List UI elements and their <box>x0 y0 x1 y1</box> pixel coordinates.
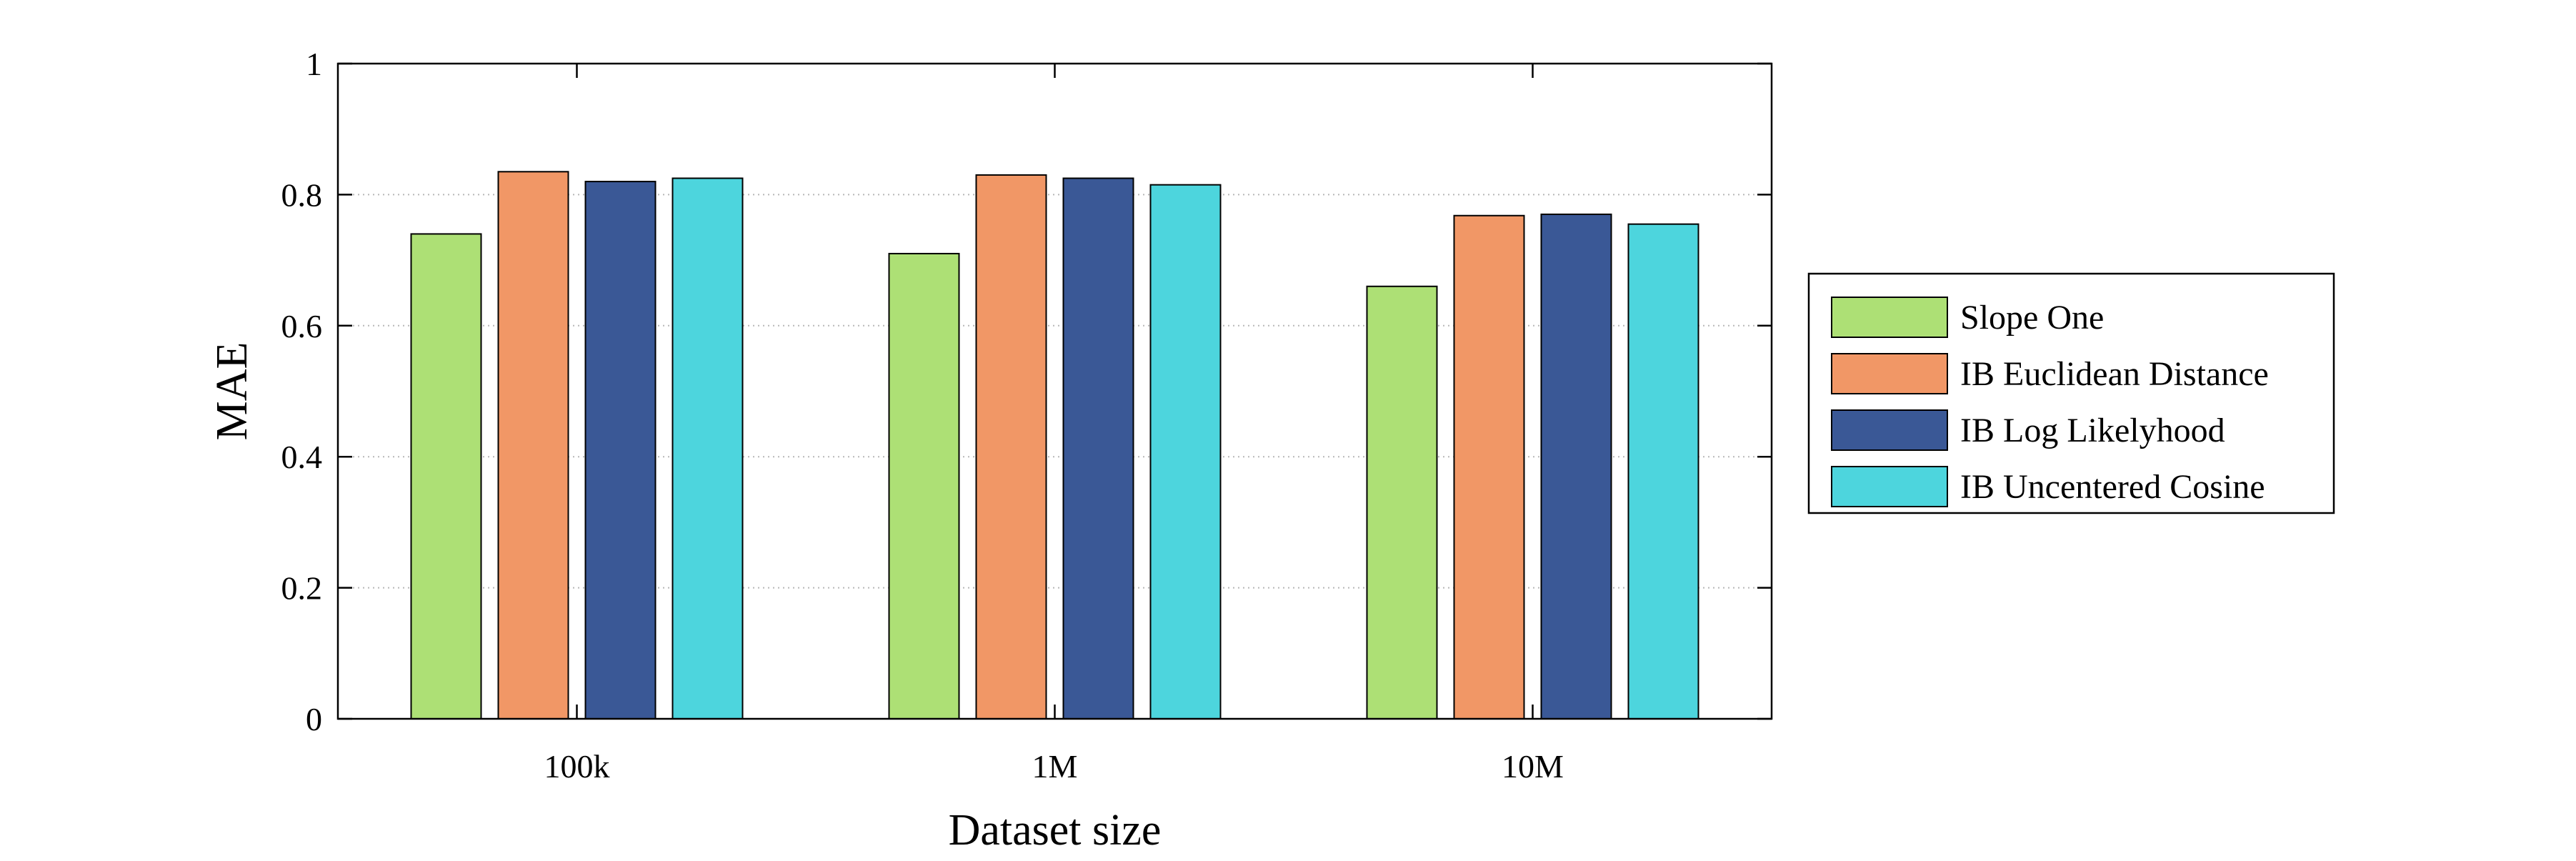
y-tick-label: 0.4 <box>281 439 323 475</box>
bar-ib-log-likelyhood-1m <box>1062 177 1134 720</box>
legend-swatch <box>1831 353 1948 394</box>
bar-ib-euclidean-distance-1m <box>975 174 1047 720</box>
legend-label: IB Log Likelyhood <box>1960 412 2225 449</box>
bar-ib-log-likelyhood-10m <box>1540 213 1612 720</box>
legend-label: IB Euclidean Distance <box>1960 355 2269 393</box>
bar-ib-uncentered-cosine-1m <box>1149 184 1222 720</box>
legend-swatch <box>1831 466 1948 507</box>
bar-ib-uncentered-cosine-10m <box>1627 223 1699 720</box>
axis-ticks: 0 0.2 0.4 0.6 0.8 1 100k 1M 10M <box>281 46 1772 785</box>
y-tick-label: 0.2 <box>281 570 323 607</box>
bar-ib-uncentered-cosine-100k <box>672 177 744 720</box>
bars <box>410 171 1699 720</box>
y-tick-label: 1 <box>306 46 322 82</box>
bar-slope-one-100k <box>410 233 482 720</box>
x-axis-title: Dataset size <box>949 806 1162 855</box>
bar-ib-log-likelyhood-100k <box>584 181 657 720</box>
legend: Slope One IB Euclidean Distance IB Log Lik… <box>1807 272 2335 514</box>
x-tick-label: 100k <box>544 748 610 785</box>
bar-slope-one-1m <box>888 252 960 720</box>
y-tick-label: 0.6 <box>281 308 323 344</box>
bar-ib-euclidean-distance-10m <box>1453 214 1525 720</box>
bar-ib-euclidean-distance-100k <box>497 171 569 720</box>
legend-label: IB Uncentered Cosine <box>1960 468 2265 506</box>
y-tick-label: 0 <box>306 701 322 737</box>
legend-label: Slope One <box>1960 299 2104 337</box>
legend-swatch <box>1831 409 1948 451</box>
bar-slope-one-10m <box>1366 285 1438 720</box>
x-tick-label: 10M <box>1502 748 1564 785</box>
y-axis-title: MAE <box>208 342 256 441</box>
x-tick-label: 1M <box>1032 748 1078 785</box>
y-tick-label: 0.8 <box>281 176 323 213</box>
legend-swatch <box>1831 297 1948 338</box>
